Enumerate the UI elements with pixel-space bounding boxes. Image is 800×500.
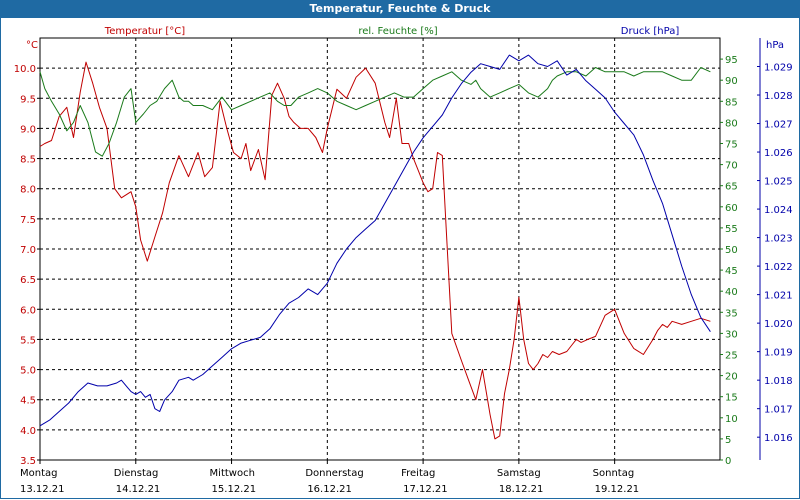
humidity-tick-label: 10 — [725, 414, 738, 425]
humidity-axis-title: rel. Feuchte [%] — [358, 26, 437, 37]
pressure-tick-label: 1.028 — [764, 91, 793, 102]
chart-title: Temperatur, Feuchte & Druck — [0, 0, 800, 18]
pressure-tick-label: 1.019 — [764, 348, 793, 359]
pressure-tick-label: 1.022 — [764, 262, 793, 273]
temp-tick-label: 8.5 — [20, 155, 36, 166]
day-name-label: Donnerstag — [305, 468, 363, 479]
temp-tick-label: 4.5 — [20, 396, 36, 407]
humidity-tick-label: 85 — [725, 97, 738, 108]
humidity-tick-label: 45 — [725, 266, 738, 277]
tick-labels: 3.5 4.0 4.5 5.0 5.5 6.0 6.5 7.0 7.5 8.0 8.5 9.0 9.5 1… — [14, 55, 793, 495]
day-date-label: 14.12.21 — [116, 484, 161, 495]
pressure-tick-label: 1.029 — [764, 63, 793, 74]
day-date-label: 19.12.21 — [595, 484, 640, 495]
day-name-label: Montag — [20, 468, 57, 479]
day-name-label: Dienstag — [114, 468, 159, 479]
temp-tick-label: 9.0 — [20, 124, 36, 135]
humidity-tick-label: 40 — [725, 287, 738, 298]
temp-tick-label: 8.0 — [20, 185, 36, 196]
humidity-tick-label: 50 — [725, 245, 738, 256]
humidity-tick-label: 75 — [725, 140, 738, 151]
temp-tick-label: 6.5 — [20, 275, 36, 286]
series-line-temperature — [39, 61, 711, 440]
pressure-tick-label: 1.017 — [764, 405, 793, 416]
series-line-pressure — [39, 54, 711, 427]
temp-tick-label: 7.0 — [20, 245, 36, 256]
humidity-tick-label: 15 — [725, 393, 738, 404]
day-name-label: Sonntag — [593, 468, 635, 479]
day-name-label: Mittwoch — [210, 468, 255, 479]
series-line-humidity — [39, 67, 711, 157]
pressure-tick-label: 1.023 — [764, 234, 793, 245]
temp-unit-label: °C — [26, 40, 38, 51]
temp-axis-title: Temperatur [°C] — [104, 26, 185, 37]
pressure-axis-title: Druck [hPa] — [621, 26, 680, 37]
day-date-label: 17.12.21 — [403, 484, 448, 495]
pressure-tick-label: 1.020 — [764, 319, 793, 330]
pressure-tick-label: 1.027 — [764, 120, 793, 131]
day-date-label: 18.12.21 — [499, 484, 544, 495]
humidity-tick-label: 65 — [725, 182, 738, 193]
pressure-tick-label: 1.018 — [764, 376, 793, 387]
pressure-tick-label: 1.016 — [764, 433, 793, 444]
axis-labels: °C Temperatur [°C] rel. Feuchte [%] Druck [… — [26, 26, 784, 51]
day-name-label: Freitag — [401, 468, 435, 479]
day-date-label: 16.12.21 — [307, 484, 352, 495]
pressure-tick-label: 1.021 — [764, 291, 793, 302]
temp-tick-label: 5.0 — [20, 366, 36, 377]
humidity-tick-label: 25 — [725, 351, 738, 362]
humidity-tick-label: 95 — [725, 55, 738, 66]
pressure-tick-label: 1.026 — [764, 148, 793, 159]
humidity-tick-label: 5 — [725, 435, 731, 446]
temp-tick-label: 10.0 — [14, 64, 36, 75]
pressure-tick-label: 1.025 — [764, 177, 793, 188]
humidity-tick-label: 20 — [725, 372, 738, 383]
day-name-label: Samstag — [497, 468, 541, 479]
temp-tick-label: 7.5 — [20, 215, 36, 226]
temp-tick-label: 9.5 — [20, 94, 36, 105]
axes — [37, 37, 761, 464]
day-date-label: 15.12.21 — [212, 484, 257, 495]
temp-tick-label: 5.5 — [20, 335, 36, 346]
day-date-label: 13.12.21 — [20, 484, 65, 495]
temp-tick-label: 6.0 — [20, 305, 36, 316]
humidity-tick-label: 0 — [725, 456, 731, 467]
temp-tick-label: 3.5 — [20, 456, 36, 467]
temp-tick-label: 4.0 — [20, 426, 36, 437]
humidity-tick-label: 60 — [725, 203, 738, 214]
humidity-tick-label: 80 — [725, 118, 738, 129]
pressure-tick-label: 1.024 — [764, 205, 793, 216]
humidity-tick-label: 55 — [725, 224, 738, 235]
humidity-tick-label: 70 — [725, 161, 738, 172]
humidity-tick-label: 35 — [725, 308, 738, 319]
series-lines — [39, 54, 711, 440]
humidity-tick-label: 30 — [725, 329, 738, 340]
humidity-tick-label: 90 — [725, 76, 738, 87]
pressure-unit-label: hPa — [766, 40, 784, 51]
